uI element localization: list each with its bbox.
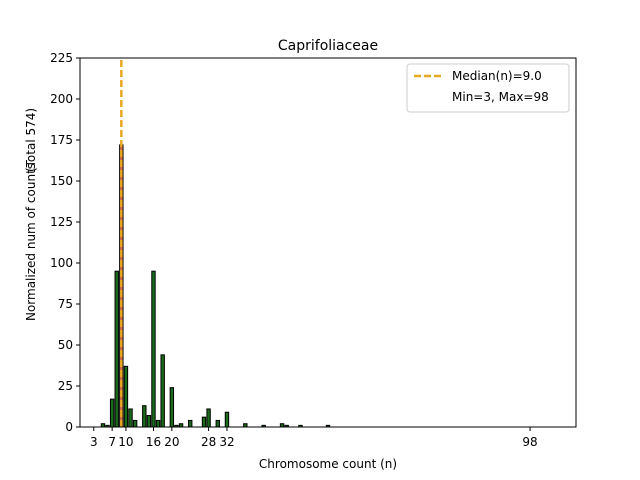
- legend-median-label: Median(n)=9.0: [452, 69, 542, 83]
- x-tick-label: 3: [90, 435, 98, 449]
- y-tick-label: 100: [50, 256, 73, 270]
- y-tick-label: 75: [58, 297, 73, 311]
- x-tick-label: 98: [522, 435, 537, 449]
- y-tick-label: 225: [50, 51, 73, 65]
- bar-n-32: [224, 411, 230, 428]
- y-tick-label: 175: [50, 133, 73, 147]
- bar-n-20: [169, 387, 175, 428]
- bar-n-17: [155, 419, 161, 428]
- bar-n-11: [128, 408, 133, 428]
- bar-n-12: [132, 419, 138, 428]
- bar-n-28: [206, 408, 211, 428]
- y-axis: 0 25 50 75 100 125 150 175 200 225: [50, 51, 80, 434]
- x-tick-label: 28: [201, 435, 216, 449]
- bar-n-7: [109, 398, 115, 428]
- y-tick-label: 50: [58, 338, 73, 352]
- bar-n-15: [146, 415, 152, 428]
- x-tick-label: 10: [118, 435, 133, 449]
- y-tick-label: 0: [65, 420, 73, 434]
- x-tick-label: 20: [164, 435, 179, 449]
- y-tick-label: 150: [50, 174, 73, 188]
- plot-frame: [79, 57, 577, 428]
- y-axis-total-label: (Total 574): [24, 108, 38, 172]
- x-tick-label: 32: [219, 435, 234, 449]
- y-tick-label: 125: [50, 215, 73, 229]
- bar-n-30: [215, 419, 220, 428]
- bar-n-16: [151, 270, 156, 428]
- x-tick-label: 16: [146, 435, 161, 449]
- legend-box: [406, 63, 570, 113]
- chart-title: Caprifoliaceae: [278, 38, 378, 54]
- bar-n-27: [201, 416, 207, 428]
- x-axis-label: Chromosome count (n): [259, 457, 397, 471]
- bar-n-10: [123, 365, 129, 428]
- y-axis-label: Normalized num of counts: [24, 163, 38, 321]
- y-tick-label: 200: [50, 92, 73, 106]
- bar-n-14: [142, 405, 147, 428]
- legend-minmax-label: Min=3, Max=98: [452, 90, 549, 104]
- y-tick-label: 25: [58, 379, 73, 393]
- x-tick-label: 7: [108, 435, 116, 449]
- bar-n-24: [188, 419, 193, 428]
- bar-n-8: [114, 270, 119, 428]
- legend: Median(n)=9.0 Min=3, Max=98: [406, 63, 570, 113]
- x-axis: 3 7 10 16 20 28 32 98: [90, 427, 538, 449]
- bar-n-18: [160, 354, 165, 428]
